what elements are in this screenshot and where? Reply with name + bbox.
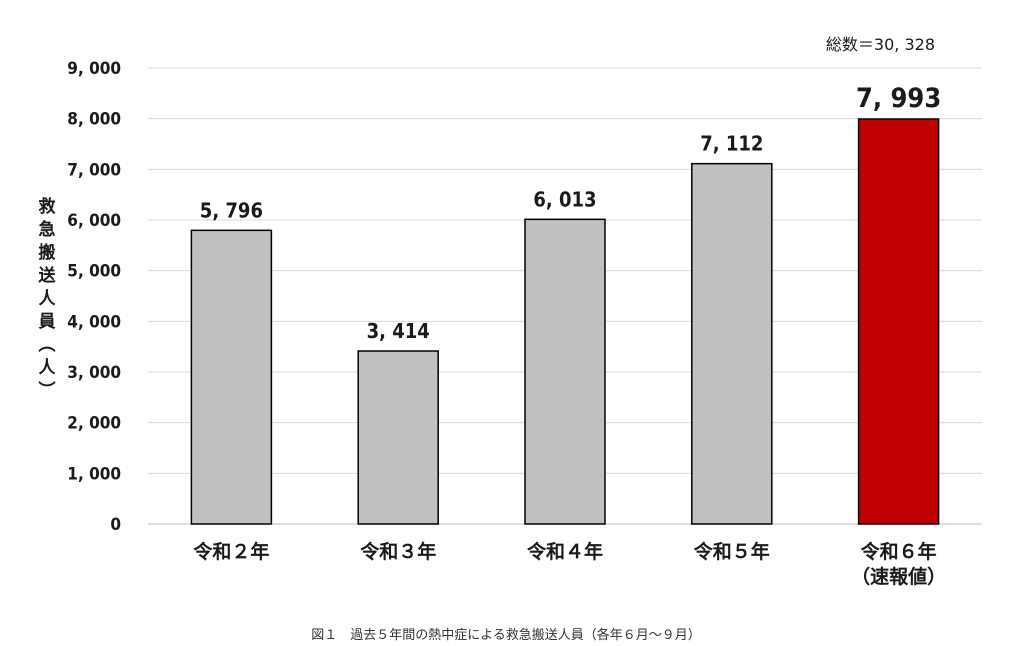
y-tick-label: 5, 000 [67, 262, 121, 282]
data-labels: 5, 796 3, 414 6, 013 7, 112 7, 993 [200, 83, 941, 343]
x-category-label: 令和３年 [360, 540, 436, 563]
bars [190, 118, 940, 525]
x-category-label: 令和４年 [527, 540, 603, 563]
y-tick-label: 7, 000 [67, 160, 121, 180]
y-axis-label: 救急搬送人員︵人︶ [38, 196, 57, 401]
data-label: 6, 013 [533, 187, 596, 211]
x-category-label: 令和６年（速報値） [851, 540, 946, 588]
data-label: 7, 993 [856, 83, 941, 114]
y-tick-label: 4, 000 [67, 312, 121, 332]
y-axis-tick-labels: 0 1, 000 2, 000 3, 000 4, 000 5, 000 6, 000 7, … [67, 59, 121, 535]
bar [691, 162, 773, 525]
y-tick-label: 8, 000 [67, 110, 121, 130]
y-tick-label: 2, 000 [67, 414, 121, 434]
data-label: 5, 796 [200, 198, 263, 222]
y-tick-label: 9, 000 [67, 59, 121, 79]
total-annotation: 総数＝30, 328 [826, 35, 935, 54]
y-tick-label: 1, 000 [67, 464, 121, 484]
x-category-label: 令和５年 [694, 540, 770, 563]
y-axis-title: 救急搬送人員︵人︶ [38, 196, 57, 401]
x-axis-category-labels: 令和２年 令和３年 令和４年 令和５年 令和６年（速報値） [193, 540, 946, 588]
x-category-label: 令和２年 [193, 540, 269, 563]
figure-caption: 図１ 過去５年間の熱中症による救急搬送人員（各年６月～９月） [311, 628, 701, 643]
bar [190, 229, 273, 525]
data-label: 7, 112 [700, 132, 763, 156]
y-tick-label: 3, 000 [67, 363, 121, 383]
y-tick-label: 0 [110, 515, 121, 535]
data-label: 3, 414 [367, 319, 430, 343]
bar [357, 350, 439, 525]
y-tick-label: 6, 000 [67, 211, 121, 231]
bar [857, 118, 940, 525]
bar [524, 218, 606, 525]
